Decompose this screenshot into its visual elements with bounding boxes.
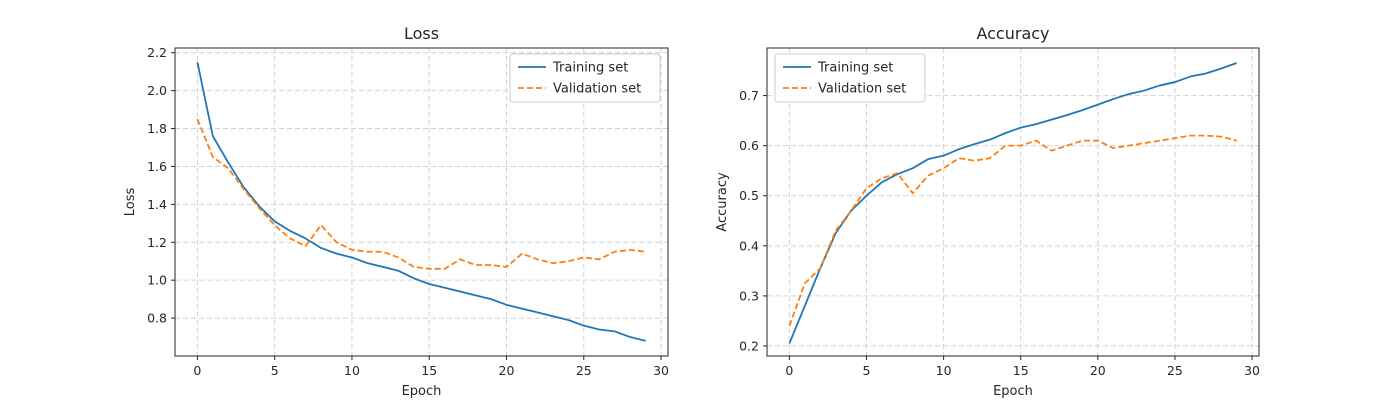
y-tick-label: 0.4 <box>739 238 759 253</box>
y-tick-label: 1.0 <box>147 273 167 288</box>
x-tick-label: 30 <box>653 363 669 378</box>
training-set-line <box>788 62 1237 344</box>
y-tick-label: 0.6 <box>739 138 759 153</box>
x-tick-label: 5 <box>271 363 279 378</box>
y-tick-label: 1.4 <box>147 197 167 212</box>
legend-label: Training set <box>817 61 893 76</box>
loss-chart: 0 5 10 15 20 25 30 0.8 1.0 1.2 1.4 1.6 1.8 2.0 2.2 Loss… <box>123 24 669 399</box>
legend-label: Validation set <box>553 82 641 97</box>
y-tick-label: 0.7 <box>739 88 759 103</box>
y-tick-label: 0.5 <box>739 188 759 203</box>
x-tick-label: 15 <box>421 363 437 378</box>
x-tick-label: 10 <box>344 363 360 378</box>
validation-set-line <box>196 118 646 270</box>
chart-title: Loss <box>404 24 439 43</box>
y-tick-label: 0.8 <box>147 311 167 326</box>
axes-frame <box>174 47 669 357</box>
legend-box <box>509 53 661 103</box>
y-tick-label: 1.6 <box>147 159 167 174</box>
x-tick-label: 5 <box>863 363 871 378</box>
x-tick-label: 0 <box>785 363 793 378</box>
legend: Training set Validation set <box>509 53 661 103</box>
legend-label: Validation set <box>818 82 906 97</box>
x-tick-label: 0 <box>193 363 201 378</box>
x-tick-label: 20 <box>499 363 515 378</box>
y-tick-label: 2.2 <box>147 45 167 60</box>
y-axis-label: Loss <box>123 188 138 217</box>
legend-box <box>774 53 926 103</box>
y-axis-label: Accuracy <box>715 172 730 232</box>
y-tick-label: 2.0 <box>147 83 167 98</box>
training-set-line <box>196 62 646 342</box>
validation-set-line <box>788 134 1237 327</box>
x-tick-label: 30 <box>1244 363 1260 378</box>
axes-frame <box>766 47 1260 357</box>
y-tick-label: 0.3 <box>739 288 759 303</box>
x-tick-label: 15 <box>1013 363 1029 378</box>
x-tick-label: 10 <box>936 363 952 378</box>
x-axis-label: Epoch <box>993 384 1033 399</box>
y-tick-label: 1.2 <box>147 235 167 250</box>
chart-title: Accuracy <box>976 24 1049 43</box>
x-tick-label: 25 <box>576 363 592 378</box>
y-tick-label: 0.2 <box>739 338 759 353</box>
accuracy-chart: 0 5 10 15 20 25 30 0.2 0.3 0.4 0.5 0.6 0.7 Accuracy Ep… <box>715 24 1260 399</box>
x-tick-label: 20 <box>1090 363 1106 378</box>
y-tick-label: 1.8 <box>147 121 167 136</box>
x-axis-label: Epoch <box>402 384 442 399</box>
legend: Training set Validation set <box>774 53 926 103</box>
legend-label: Training set <box>552 61 628 76</box>
x-tick-label: 25 <box>1167 363 1183 378</box>
